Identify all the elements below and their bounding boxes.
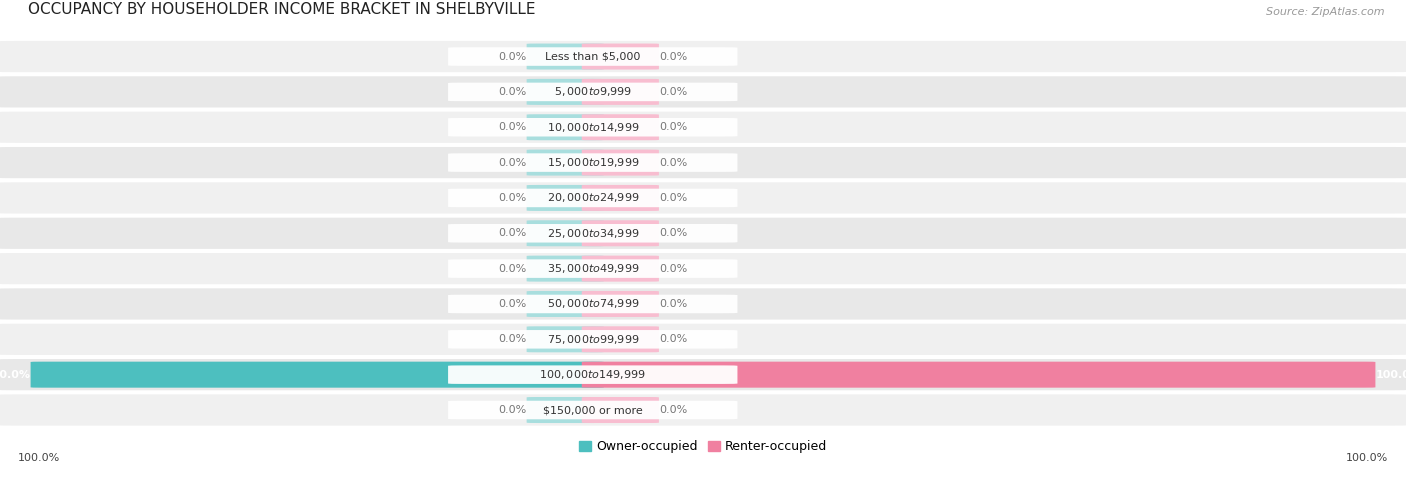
FancyBboxPatch shape bbox=[527, 79, 603, 105]
FancyBboxPatch shape bbox=[449, 47, 737, 66]
FancyBboxPatch shape bbox=[0, 218, 1406, 249]
FancyBboxPatch shape bbox=[582, 291, 659, 317]
Text: 0.0%: 0.0% bbox=[498, 52, 527, 62]
FancyBboxPatch shape bbox=[0, 324, 1406, 355]
FancyBboxPatch shape bbox=[449, 401, 737, 419]
FancyBboxPatch shape bbox=[527, 256, 603, 281]
Text: 0.0%: 0.0% bbox=[659, 405, 688, 415]
Text: 100.0%: 100.0% bbox=[18, 453, 60, 463]
FancyBboxPatch shape bbox=[0, 253, 1406, 284]
FancyBboxPatch shape bbox=[582, 362, 1375, 388]
FancyBboxPatch shape bbox=[0, 359, 1406, 390]
Text: $10,000 to $14,999: $10,000 to $14,999 bbox=[547, 121, 638, 134]
FancyBboxPatch shape bbox=[449, 83, 737, 101]
Text: 0.0%: 0.0% bbox=[659, 299, 688, 309]
Text: 0.0%: 0.0% bbox=[498, 122, 527, 132]
Text: $50,000 to $74,999: $50,000 to $74,999 bbox=[547, 297, 638, 311]
FancyBboxPatch shape bbox=[582, 326, 659, 352]
Text: 0.0%: 0.0% bbox=[659, 87, 688, 97]
Text: 0.0%: 0.0% bbox=[498, 263, 527, 274]
Text: 0.0%: 0.0% bbox=[498, 157, 527, 168]
FancyBboxPatch shape bbox=[527, 44, 603, 69]
FancyBboxPatch shape bbox=[582, 114, 659, 140]
Text: 0.0%: 0.0% bbox=[659, 157, 688, 168]
Text: $100,000 to $149,999: $100,000 to $149,999 bbox=[540, 368, 647, 381]
Legend: Owner-occupied, Renter-occupied: Owner-occupied, Renter-occupied bbox=[574, 435, 832, 458]
FancyBboxPatch shape bbox=[0, 112, 1406, 143]
FancyBboxPatch shape bbox=[582, 150, 659, 175]
FancyBboxPatch shape bbox=[449, 224, 737, 243]
Text: 0.0%: 0.0% bbox=[659, 193, 688, 203]
FancyBboxPatch shape bbox=[527, 114, 603, 140]
Text: 100.0%: 100.0% bbox=[1346, 453, 1388, 463]
FancyBboxPatch shape bbox=[0, 41, 1406, 72]
FancyBboxPatch shape bbox=[0, 288, 1406, 320]
FancyBboxPatch shape bbox=[449, 153, 737, 172]
Text: 0.0%: 0.0% bbox=[498, 228, 527, 238]
FancyBboxPatch shape bbox=[527, 150, 603, 175]
Text: OCCUPANCY BY HOUSEHOLDER INCOME BRACKET IN SHELBYVILLE: OCCUPANCY BY HOUSEHOLDER INCOME BRACKET … bbox=[28, 2, 536, 17]
Text: 0.0%: 0.0% bbox=[498, 193, 527, 203]
FancyBboxPatch shape bbox=[449, 189, 737, 207]
Text: 100.0%: 100.0% bbox=[0, 370, 31, 380]
Text: 0.0%: 0.0% bbox=[659, 52, 688, 62]
Text: $75,000 to $99,999: $75,000 to $99,999 bbox=[547, 333, 638, 346]
Text: $20,000 to $24,999: $20,000 to $24,999 bbox=[547, 191, 638, 205]
Text: 0.0%: 0.0% bbox=[498, 405, 527, 415]
FancyBboxPatch shape bbox=[527, 326, 603, 352]
FancyBboxPatch shape bbox=[0, 147, 1406, 178]
Text: Less than $5,000: Less than $5,000 bbox=[546, 52, 641, 62]
FancyBboxPatch shape bbox=[0, 394, 1406, 426]
FancyBboxPatch shape bbox=[527, 185, 603, 211]
FancyBboxPatch shape bbox=[527, 397, 603, 423]
Text: 0.0%: 0.0% bbox=[659, 334, 688, 344]
FancyBboxPatch shape bbox=[582, 79, 659, 105]
FancyBboxPatch shape bbox=[449, 118, 737, 137]
Text: 0.0%: 0.0% bbox=[498, 299, 527, 309]
Text: 0.0%: 0.0% bbox=[498, 87, 527, 97]
Text: 0.0%: 0.0% bbox=[659, 263, 688, 274]
FancyBboxPatch shape bbox=[0, 182, 1406, 213]
FancyBboxPatch shape bbox=[31, 362, 603, 388]
FancyBboxPatch shape bbox=[449, 260, 737, 278]
FancyBboxPatch shape bbox=[0, 76, 1406, 107]
Text: 100.0%: 100.0% bbox=[1375, 370, 1406, 380]
FancyBboxPatch shape bbox=[449, 330, 737, 348]
Text: $25,000 to $34,999: $25,000 to $34,999 bbox=[547, 227, 638, 240]
FancyBboxPatch shape bbox=[582, 185, 659, 211]
Text: $35,000 to $49,999: $35,000 to $49,999 bbox=[547, 262, 638, 275]
FancyBboxPatch shape bbox=[527, 220, 603, 246]
Text: $150,000 or more: $150,000 or more bbox=[543, 405, 643, 415]
Text: 0.0%: 0.0% bbox=[498, 334, 527, 344]
FancyBboxPatch shape bbox=[582, 220, 659, 246]
Text: 0.0%: 0.0% bbox=[659, 122, 688, 132]
Text: 0.0%: 0.0% bbox=[659, 228, 688, 238]
FancyBboxPatch shape bbox=[449, 295, 737, 313]
FancyBboxPatch shape bbox=[582, 256, 659, 281]
FancyBboxPatch shape bbox=[527, 291, 603, 317]
FancyBboxPatch shape bbox=[582, 397, 659, 423]
Text: $15,000 to $19,999: $15,000 to $19,999 bbox=[547, 156, 638, 169]
FancyBboxPatch shape bbox=[582, 44, 659, 69]
Text: $5,000 to $9,999: $5,000 to $9,999 bbox=[554, 86, 631, 98]
Text: Source: ZipAtlas.com: Source: ZipAtlas.com bbox=[1267, 7, 1385, 17]
FancyBboxPatch shape bbox=[449, 365, 737, 384]
